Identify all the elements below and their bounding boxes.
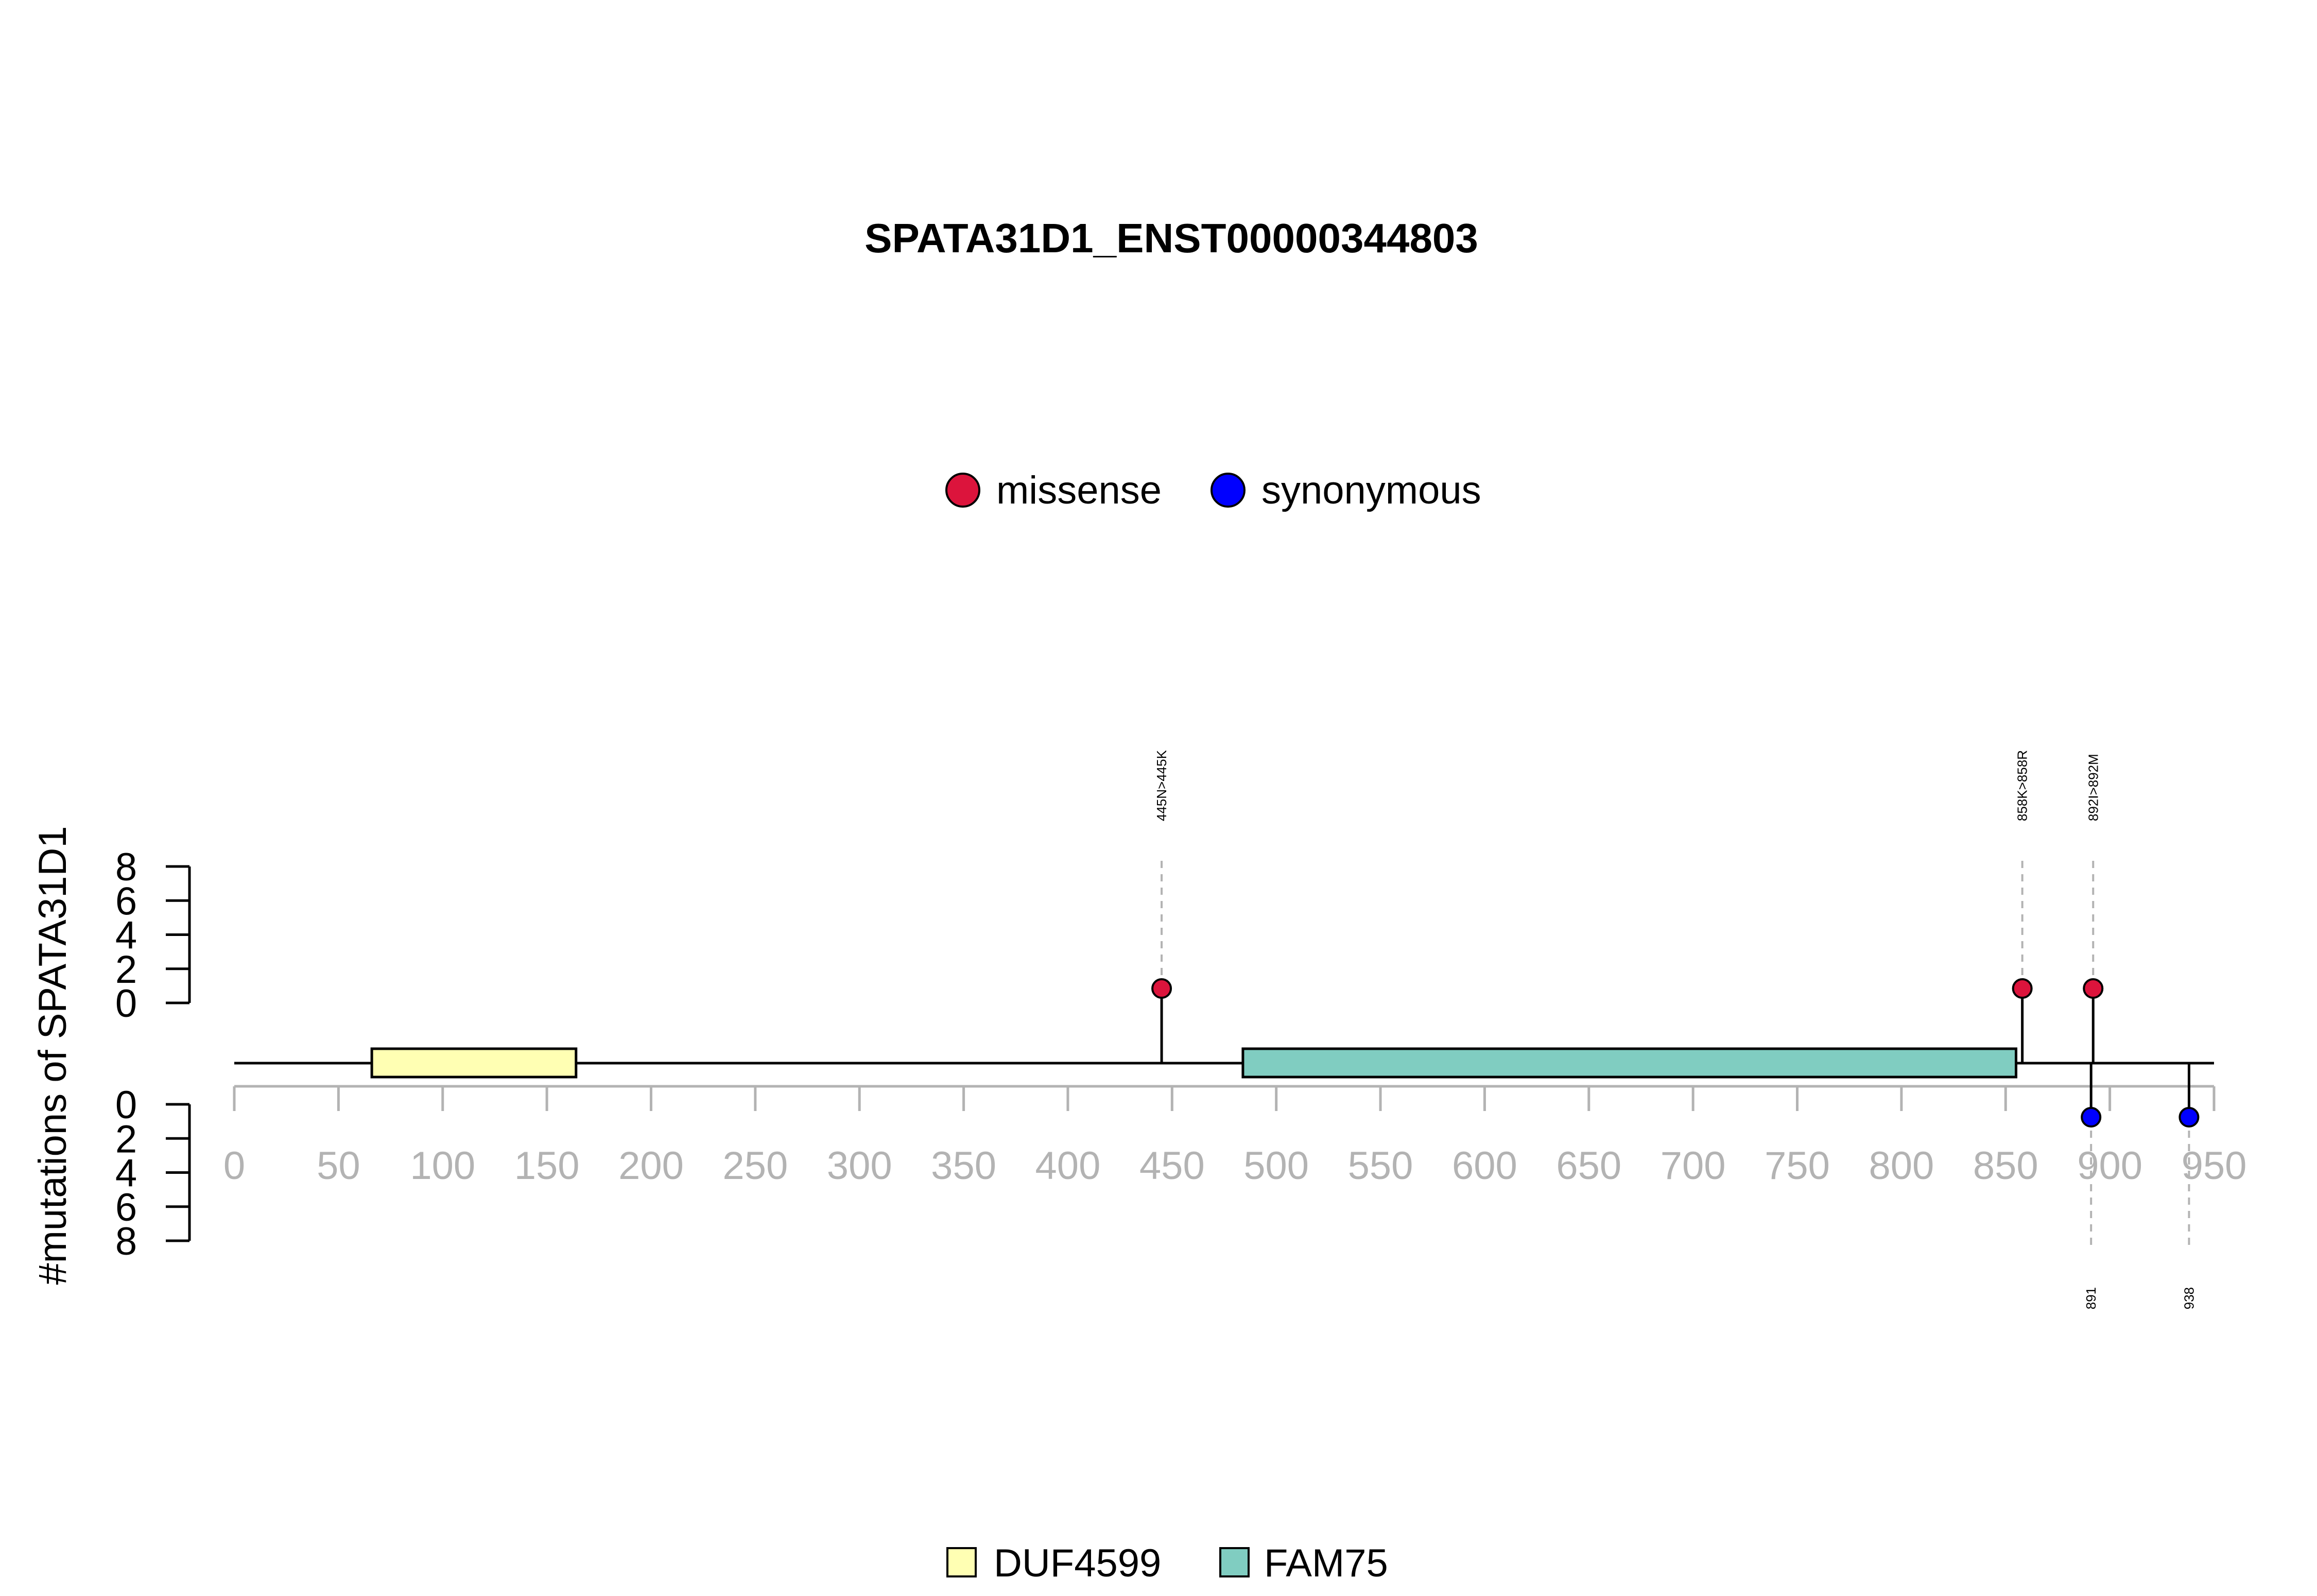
protein-domains — [370, 1047, 2017, 1079]
y-top-tick-label-4: 4 — [115, 914, 137, 958]
legend-marker-missense — [945, 473, 980, 508]
x-tick-label-550: 550 — [1348, 1144, 1413, 1188]
y-axis-label: #mutations of SPATA31D1 — [31, 826, 75, 1285]
x-tick-label-200: 200 — [618, 1144, 684, 1188]
x-tick-label-500: 500 — [1243, 1144, 1309, 1188]
legend-swatch-DUF4599 — [946, 1547, 977, 1577]
domain-DUF4599 — [370, 1047, 578, 1079]
x-tick-label-400: 400 — [1035, 1144, 1101, 1188]
mutation-point — [2081, 1107, 2102, 1127]
mutation-legend: missense synonymous — [945, 469, 1481, 512]
x-tick-label-800: 800 — [1869, 1144, 1934, 1188]
x-tick-label-950: 950 — [2182, 1144, 2247, 1188]
legend-marker-synonymous — [1211, 473, 1246, 508]
mutation-missense-445: 445N>445K — [1151, 750, 1172, 1063]
y-bottom-tick-label-6: 6 — [115, 1186, 137, 1229]
mutation-label: 445N>445K — [1154, 750, 1169, 821]
mutation-label: 892I>892M — [2085, 754, 2101, 821]
x-tick-label-450: 450 — [1139, 1144, 1205, 1188]
legend-label-missense: missense — [996, 469, 1162, 512]
x-tick-label-750: 750 — [1765, 1144, 1830, 1188]
mutation-point — [1151, 978, 1172, 999]
mutation-label: 858K>858R — [2015, 750, 2030, 821]
x-tick-label-350: 350 — [931, 1144, 996, 1188]
y-top-tick-label-8: 8 — [115, 845, 137, 889]
mutation-missense-858: 858K>858R — [2012, 750, 2033, 1063]
mutation-missense-892: 892I>892M — [2083, 754, 2104, 1063]
mutation-point — [2012, 978, 2033, 999]
x-tick-label-700: 700 — [1661, 1144, 1726, 1188]
legend-label-FAM75: FAM75 — [1264, 1541, 1388, 1585]
legend-label-synonymous: synonymous — [1261, 469, 1481, 512]
mutation-synonymous-938: 938 — [2178, 1063, 2200, 1309]
x-tick-label-0: 0 — [223, 1144, 245, 1188]
legend-swatch-FAM75 — [1219, 1547, 1250, 1577]
x-axis: 0 50 100 150 200 250 300 350 400 450 500 550 600 650 7… — [223, 1085, 2247, 1188]
y-top-tick-label-0: 0 — [115, 982, 137, 1026]
legend-label-DUF4599: DUF4599 — [994, 1541, 1161, 1585]
x-tick-label-150: 150 — [514, 1144, 580, 1188]
y-bottom-tick-label-0: 0 — [115, 1083, 137, 1127]
mutation-synonymous-891: 891 — [2081, 1063, 2102, 1309]
mutation-label: 891 — [2083, 1287, 2099, 1309]
y-top-tick-label-6: 6 — [115, 879, 137, 923]
domain-legend: DUF4599 FAM75 — [946, 1541, 1388, 1585]
x-tick-label-100: 100 — [410, 1144, 475, 1188]
x-tick-label-600: 600 — [1452, 1144, 1517, 1188]
y-top-tick-label-2: 2 — [115, 948, 137, 992]
chart-title: SPATA31D1_ENST00000344803 — [864, 215, 1478, 261]
mutation-point — [2083, 978, 2104, 999]
x-tick-label-250: 250 — [722, 1144, 788, 1188]
mutation-point — [2178, 1107, 2200, 1127]
x-tick-label-300: 300 — [827, 1144, 892, 1188]
y-bottom-tick-label-2: 2 — [115, 1117, 137, 1161]
y-bottom-tick-label-4: 4 — [115, 1152, 137, 1195]
x-tick-label-50: 50 — [317, 1144, 360, 1188]
x-tick-label-650: 650 — [1556, 1144, 1621, 1188]
mutation-label: 938 — [2181, 1287, 2197, 1309]
domain-FAM75 — [1241, 1047, 2017, 1079]
x-tick-label-850: 850 — [1973, 1144, 2038, 1188]
mutation-lollipops: 445N>445K 858K>858R 892I>892M 891 938 — [1151, 750, 2200, 1309]
x-tick-label-900: 900 — [2077, 1144, 2142, 1188]
y-bottom-tick-label-8: 8 — [115, 1220, 137, 1263]
